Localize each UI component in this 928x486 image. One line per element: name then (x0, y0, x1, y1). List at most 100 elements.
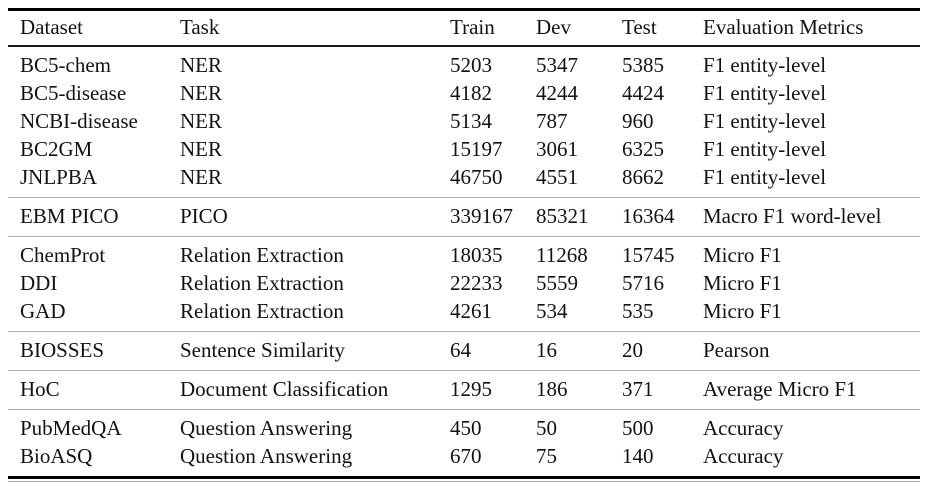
cell-test: 960 (622, 109, 654, 134)
table-row: EBM PICO PICO 339167 85321 16364 Macro F1 wor… (8, 198, 920, 237)
table-section-6: PubMedQA Question Answering 450 50 500 Accura… (8, 410, 920, 477)
table-row: BIOSSES Sentence Similarity 64 16 20 Pearson (8, 332, 920, 371)
cell-dev: 75 (536, 444, 557, 469)
cell-task: Question Answering (180, 416, 353, 441)
cell-train: 4182 (450, 81, 492, 106)
cell-dev: 16 (536, 338, 557, 363)
cell-train: 5134 (450, 109, 492, 134)
table-section-1: BC5-chem NER 5203 5347 5385 F1 entity-level BC… (8, 46, 920, 198)
cell-dataset: PubMedQA (20, 416, 122, 441)
cell-test: 4424 (622, 81, 664, 106)
cell-evaluation-metrics: F1 entity-level (703, 109, 827, 134)
cell-dev: 534 (536, 299, 568, 324)
column-header-task: Task (180, 15, 220, 40)
table-row: BC2GM NER 15197 3061 6325 F1 entity-level (8, 136, 920, 164)
cell-evaluation-metrics: Micro F1 (703, 243, 782, 268)
cell-evaluation-metrics: F1 entity-level (703, 53, 827, 78)
cell-task: NER (180, 165, 222, 190)
cell-dataset: ChemProt (20, 243, 106, 268)
cell-train: 339167 (450, 204, 513, 229)
column-header-dev: Dev (536, 15, 571, 40)
column-header-train: Train (450, 15, 495, 40)
cell-dev: 4551 (536, 165, 578, 190)
cell-task: Sentence Similarity (180, 338, 346, 363)
cell-dataset: BC5-disease (20, 81, 127, 106)
cell-dev: 186 (536, 377, 568, 402)
table-section-5: HoC Document Classification 1295 186 371 Aver… (8, 371, 920, 410)
table-section-2: EBM PICO PICO 339167 85321 16364 Macro F1 wor… (8, 198, 920, 237)
cell-task: Relation Extraction (180, 271, 344, 296)
cell-dev: 5347 (536, 53, 578, 78)
cell-train: 670 (450, 444, 482, 469)
table-section-3: ChemProt Relation Extraction 18035 11268 157… (8, 237, 920, 332)
table-row: PubMedQA Question Answering 450 50 500 Accura… (8, 410, 920, 444)
table-section-4: BIOSSES Sentence Similarity 64 16 20 Pearson (8, 332, 920, 371)
cell-dataset: EBM PICO (20, 204, 119, 229)
cell-train: 4261 (450, 299, 492, 324)
cell-evaluation-metrics: Macro F1 word-level (703, 204, 882, 229)
cell-evaluation-metrics: Accuracy (703, 444, 784, 469)
cell-dev: 3061 (536, 137, 578, 162)
cell-dev: 787 (536, 109, 568, 134)
cell-dataset: GAD (20, 299, 66, 324)
column-header-dataset: Dataset (20, 15, 83, 40)
cell-task: NER (180, 81, 222, 106)
cell-dataset: BC2GM (20, 137, 93, 162)
cell-train: 15197 (450, 137, 503, 162)
table-row: BC5-chem NER 5203 5347 5385 F1 entity-level (8, 46, 920, 80)
cell-test: 500 (622, 416, 654, 441)
cell-evaluation-metrics: Micro F1 (703, 271, 782, 296)
cell-dataset: BC5-chem (20, 53, 111, 78)
cell-task: NER (180, 109, 222, 134)
cell-test: 20 (622, 338, 643, 363)
cell-dataset: NCBI-disease (20, 109, 138, 134)
cell-test: 140 (622, 444, 654, 469)
cell-train: 1295 (450, 377, 492, 402)
cell-dataset: BIOSSES (20, 338, 105, 363)
datasets-table: Dataset Task Train Dev Test Evaluation M… (8, 8, 920, 476)
cell-test: 5716 (622, 271, 664, 296)
cell-task: NER (180, 137, 222, 162)
cell-test: 16364 (622, 204, 675, 229)
cell-evaluation-metrics: F1 entity-level (703, 137, 827, 162)
cell-dev: 85321 (536, 204, 589, 229)
cell-train: 5203 (450, 53, 492, 78)
cell-train: 450 (450, 416, 482, 441)
cell-test: 371 (622, 377, 654, 402)
table-row: BioASQ Question Answering 670 75 140 Accuracy (8, 443, 920, 476)
cell-task: Document Classification (180, 377, 389, 402)
cell-evaluation-metrics: Pearson (703, 338, 770, 363)
cell-test: 8662 (622, 165, 664, 190)
cell-dev: 11268 (536, 243, 588, 268)
cell-train: 22233 (450, 271, 503, 296)
cell-dataset: JNLPBA (20, 165, 98, 190)
cell-test: 6325 (622, 137, 664, 162)
column-header-evaluation-metrics: Evaluation Metrics (703, 15, 864, 40)
cell-task: PICO (180, 204, 228, 229)
column-header-test: Test (622, 15, 657, 40)
cell-task: Relation Extraction (180, 243, 344, 268)
cell-test: 5385 (622, 53, 664, 78)
cell-dev: 50 (536, 416, 557, 441)
cell-dev: 4244 (536, 81, 578, 106)
table-row: DDI Relation Extraction 22233 5559 5716 Micro… (8, 270, 920, 298)
table-row: NCBI-disease NER 5134 787 960 F1 entity-level (8, 108, 920, 136)
cell-dataset: DDI (20, 271, 58, 296)
cell-evaluation-metrics: F1 entity-level (703, 165, 827, 190)
table-row: JNLPBA NER 46750 4551 8662 F1 entity-level (8, 164, 920, 198)
cell-dev: 5559 (536, 271, 578, 296)
cell-train: 64 (450, 338, 471, 363)
cell-task: Relation Extraction (180, 299, 344, 324)
cell-task: Question Answering (180, 444, 353, 469)
cell-evaluation-metrics: Accuracy (703, 416, 784, 441)
cell-dataset: BioASQ (20, 444, 93, 469)
table-row: ChemProt Relation Extraction 18035 11268 157… (8, 237, 920, 271)
table-bottom-rule-heavy (8, 476, 920, 479)
table-row: BC5-disease NER 4182 4244 4424 F1 entity-leve… (8, 80, 920, 108)
cell-test: 535 (622, 299, 654, 324)
cell-task: NER (180, 53, 222, 78)
table-header: Dataset Task Train Dev Test Evaluation M… (8, 9, 920, 47)
header-row: Dataset Task Train Dev Test Evaluation M… (8, 10, 920, 47)
cell-evaluation-metrics: Average Micro F1 (703, 377, 857, 402)
table-row: HoC Document Classification 1295 186 371 Aver… (8, 371, 920, 410)
